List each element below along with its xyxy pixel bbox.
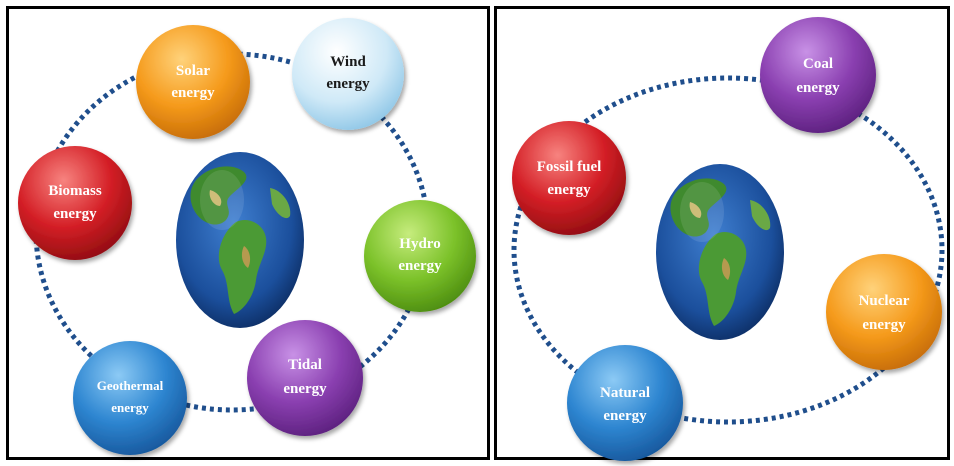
right-cycle-dotted-ring: [511, 75, 945, 425]
fossil-fuel-circle: [512, 121, 626, 235]
node-nuclear: [826, 254, 942, 370]
hydro-label-line1: Hydro: [399, 236, 440, 252]
natural-circle: [567, 345, 683, 461]
biomass-label-line2: energy: [53, 206, 97, 222]
left-earth-globe: [176, 152, 304, 328]
fossil-fuel-label-line1: Fossil fuel: [537, 159, 602, 175]
solar-label-line1: Solar: [176, 63, 211, 79]
node-wind: [292, 18, 404, 130]
coal-circle: [760, 17, 876, 133]
geothermal-label-line1: Geothermal: [97, 378, 164, 393]
fossil-fuel-label-line2: energy: [547, 182, 591, 198]
node-natural: [567, 345, 683, 461]
solar-circle: [136, 25, 250, 139]
geothermal-label-line2: energy: [111, 400, 149, 415]
node-solar: [136, 25, 250, 139]
node-hydro: [364, 200, 476, 312]
node-biomass: [18, 146, 132, 260]
tidal-label-line1: Tidal: [288, 357, 322, 373]
wind-label-line2: energy: [326, 76, 370, 92]
biomass-circle: [18, 146, 132, 260]
wind-circle: [292, 18, 404, 130]
hydro-label-line2: energy: [398, 258, 442, 274]
wind-label-line1: Wind: [330, 54, 366, 70]
nuclear-circle: [826, 254, 942, 370]
natural-label-line2: energy: [603, 408, 647, 424]
tidal-label-line2: energy: [283, 381, 327, 397]
nuclear-label-line2: energy: [862, 317, 906, 333]
natural-label-line1: Natural: [600, 385, 650, 401]
coal-label-line2: energy: [796, 80, 840, 96]
right-earth-globe: [656, 164, 784, 340]
nuclear-label-line1: Nuclear: [859, 293, 910, 309]
hydro-circle: [364, 200, 476, 312]
node-tidal: [247, 320, 363, 436]
node-fossil-fuel: [512, 121, 626, 235]
node-coal: [760, 17, 876, 133]
tidal-circle: [247, 320, 363, 436]
solar-label-line2: energy: [171, 85, 215, 101]
biomass-label-line1: Biomass: [48, 183, 102, 199]
geothermal-circle: [73, 341, 187, 455]
coal-label-line1: Coal: [803, 56, 833, 72]
node-geothermal: [73, 341, 187, 455]
